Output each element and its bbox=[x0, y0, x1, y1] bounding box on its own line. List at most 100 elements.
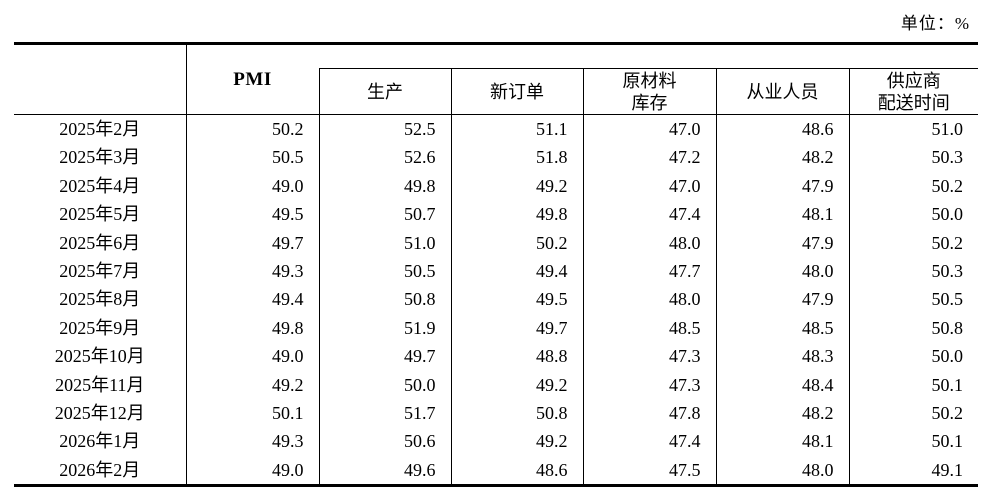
value-cell: 50.5 bbox=[848, 285, 978, 314]
value-cell: 47.9 bbox=[715, 171, 849, 201]
value-cell: 48.5 bbox=[582, 313, 716, 343]
unit-label: 单位：% bbox=[900, 14, 970, 33]
month-cell: 2025年3月 bbox=[59, 147, 141, 168]
value-cell: 51.1 bbox=[450, 114, 583, 144]
value-cell: 52.6 bbox=[318, 143, 451, 172]
value-cell: 49.7 bbox=[450, 313, 583, 343]
value-cell: 50.0 bbox=[848, 342, 978, 371]
value-cell: 48.0 bbox=[715, 455, 849, 486]
value-cell: 50.0 bbox=[848, 200, 978, 229]
value-cell: 49.5 bbox=[185, 200, 319, 229]
value-cell: 47.4 bbox=[582, 200, 716, 229]
table-row: 2025年12月 50.1 51.7 50.8 47.8 48.2 50.2 bbox=[14, 399, 978, 428]
table-row: 2025年3月 50.5 52.6 51.8 47.2 48.2 50.3 bbox=[14, 143, 978, 172]
value-cell: 51.0 bbox=[848, 114, 978, 144]
table-row: 2025年4月 49.0 49.8 49.2 47.0 47.9 50.2 bbox=[14, 171, 978, 201]
value-cell: 48.3 bbox=[715, 342, 849, 371]
value-cell: 50.2 bbox=[848, 228, 978, 258]
value-cell: 49.8 bbox=[318, 171, 451, 201]
value-cell: 51.9 bbox=[318, 313, 451, 343]
column-header-production: 生产 bbox=[318, 68, 451, 115]
table-body: 2025年2月 50.2 52.5 51.1 47.0 48.6 51.0 2025年3月 50… bbox=[14, 114, 978, 486]
table-row: 2025年8月 49.4 50.8 49.5 48.0 47.9 50.5 bbox=[14, 285, 978, 314]
value-cell: 49.4 bbox=[185, 285, 319, 314]
table-header: PMI 生产 新订单 原材料 库存 从业人员 供应商 配送时间 bbox=[14, 43, 978, 115]
column-header-raw-material-inventory: 原材料 库存 bbox=[582, 68, 716, 115]
value-cell: 50.5 bbox=[185, 143, 319, 172]
value-cell: 49.2 bbox=[450, 370, 583, 400]
value-cell: 50.2 bbox=[185, 114, 319, 144]
month-cell: 2025年9月 bbox=[59, 317, 141, 338]
column-header-new-orders: 新订单 bbox=[450, 68, 583, 115]
month-cell: 2025年7月 bbox=[59, 261, 141, 282]
value-cell: 48.6 bbox=[715, 114, 849, 144]
pmi-data-table: PMI 生产 新订单 原材料 库存 从业人员 供应商 配送时间 2025年2月 5… bbox=[14, 42, 978, 488]
value-cell: 48.0 bbox=[582, 228, 716, 258]
table-row: 2025年2月 50.2 52.5 51.1 47.0 48.6 51.0 bbox=[14, 114, 978, 144]
value-cell: 47.0 bbox=[582, 114, 716, 144]
value-cell: 50.7 bbox=[318, 200, 451, 229]
value-cell: 49.0 bbox=[185, 171, 319, 201]
value-cell: 49.5 bbox=[450, 285, 583, 314]
column-header-supplier-delivery-time: 供应商 配送时间 bbox=[848, 68, 978, 115]
value-cell: 48.2 bbox=[715, 399, 849, 428]
value-cell: 49.6 bbox=[318, 455, 451, 486]
value-cell: 50.8 bbox=[450, 399, 583, 428]
value-cell: 47.9 bbox=[715, 228, 849, 258]
table-row: 2025年10月 49.0 49.7 48.8 47.3 48.3 50.0 bbox=[14, 342, 978, 371]
month-cell: 2025年6月 bbox=[59, 232, 141, 253]
value-cell: 49.1 bbox=[848, 455, 978, 486]
value-cell: 47.0 bbox=[582, 171, 716, 201]
table-row: 2025年11月 49.2 50.0 49.2 47.3 48.4 50.1 bbox=[14, 370, 978, 400]
month-column-header bbox=[14, 43, 187, 115]
value-cell: 49.8 bbox=[185, 313, 319, 343]
header-row-sub: 生产 新订单 原材料 库存 从业人员 供应商 配送时间 bbox=[14, 68, 978, 115]
month-cell: 2025年5月 bbox=[59, 204, 141, 225]
table-row: 2026年2月 49.0 49.6 48.6 47.5 48.0 49.1 bbox=[14, 455, 978, 486]
value-cell: 48.4 bbox=[715, 370, 849, 400]
value-cell: 47.7 bbox=[582, 257, 716, 286]
value-cell: 47.4 bbox=[582, 427, 716, 456]
table-row: 2026年1月 49.3 50.6 49.2 47.4 48.1 50.1 bbox=[14, 427, 978, 456]
value-cell: 48.1 bbox=[715, 200, 849, 229]
month-cell: 2026年2月 bbox=[59, 459, 141, 480]
table-row: 2025年6月 49.7 51.0 50.2 48.0 47.9 50.2 bbox=[14, 228, 978, 258]
month-cell: 2025年8月 bbox=[59, 289, 141, 310]
month-cell: 2026年1月 bbox=[59, 431, 141, 452]
month-cell: 2025年2月 bbox=[59, 119, 141, 139]
value-cell: 49.2 bbox=[450, 171, 583, 201]
value-cell: 49.3 bbox=[185, 427, 319, 456]
value-cell: 48.8 bbox=[450, 342, 583, 371]
value-cell: 50.3 bbox=[848, 257, 978, 286]
value-cell: 49.3 bbox=[185, 257, 319, 286]
value-cell: 50.1 bbox=[185, 399, 319, 428]
value-cell: 48.0 bbox=[715, 257, 849, 286]
value-cell: 48.6 bbox=[450, 455, 583, 486]
value-cell: 49.0 bbox=[185, 342, 319, 371]
value-cell: 50.1 bbox=[848, 427, 978, 456]
value-cell: 50.6 bbox=[318, 427, 451, 456]
value-cell: 49.2 bbox=[450, 427, 583, 456]
value-cell: 49.8 bbox=[450, 200, 583, 229]
month-cell: 2025年10月 bbox=[54, 346, 145, 367]
value-cell: 47.8 bbox=[582, 399, 716, 428]
value-cell: 47.3 bbox=[582, 370, 716, 400]
value-cell: 51.7 bbox=[318, 399, 451, 428]
value-cell: 49.2 bbox=[185, 370, 319, 400]
value-cell: 50.0 bbox=[318, 370, 451, 400]
value-cell: 48.2 bbox=[715, 143, 849, 172]
header-row-top: PMI bbox=[14, 43, 978, 115]
value-cell: 51.0 bbox=[318, 228, 451, 258]
value-cell: 47.3 bbox=[582, 342, 716, 371]
value-cell: 50.2 bbox=[450, 228, 583, 258]
value-cell: 50.5 bbox=[318, 257, 451, 286]
value-cell: 50.2 bbox=[848, 399, 978, 428]
value-cell: 49.4 bbox=[450, 257, 583, 286]
table-row: 2025年7月 49.3 50.5 49.4 47.7 48.0 50.3 bbox=[14, 257, 978, 286]
value-cell: 49.0 bbox=[185, 455, 319, 486]
pmi-column-header: PMI bbox=[186, 43, 319, 115]
value-cell: 50.2 bbox=[848, 171, 978, 201]
subheader-spacer bbox=[319, 44, 978, 69]
value-cell: 52.5 bbox=[318, 114, 451, 144]
table-row: 2025年9月 49.8 51.9 49.7 48.5 48.5 50.8 bbox=[14, 313, 978, 343]
